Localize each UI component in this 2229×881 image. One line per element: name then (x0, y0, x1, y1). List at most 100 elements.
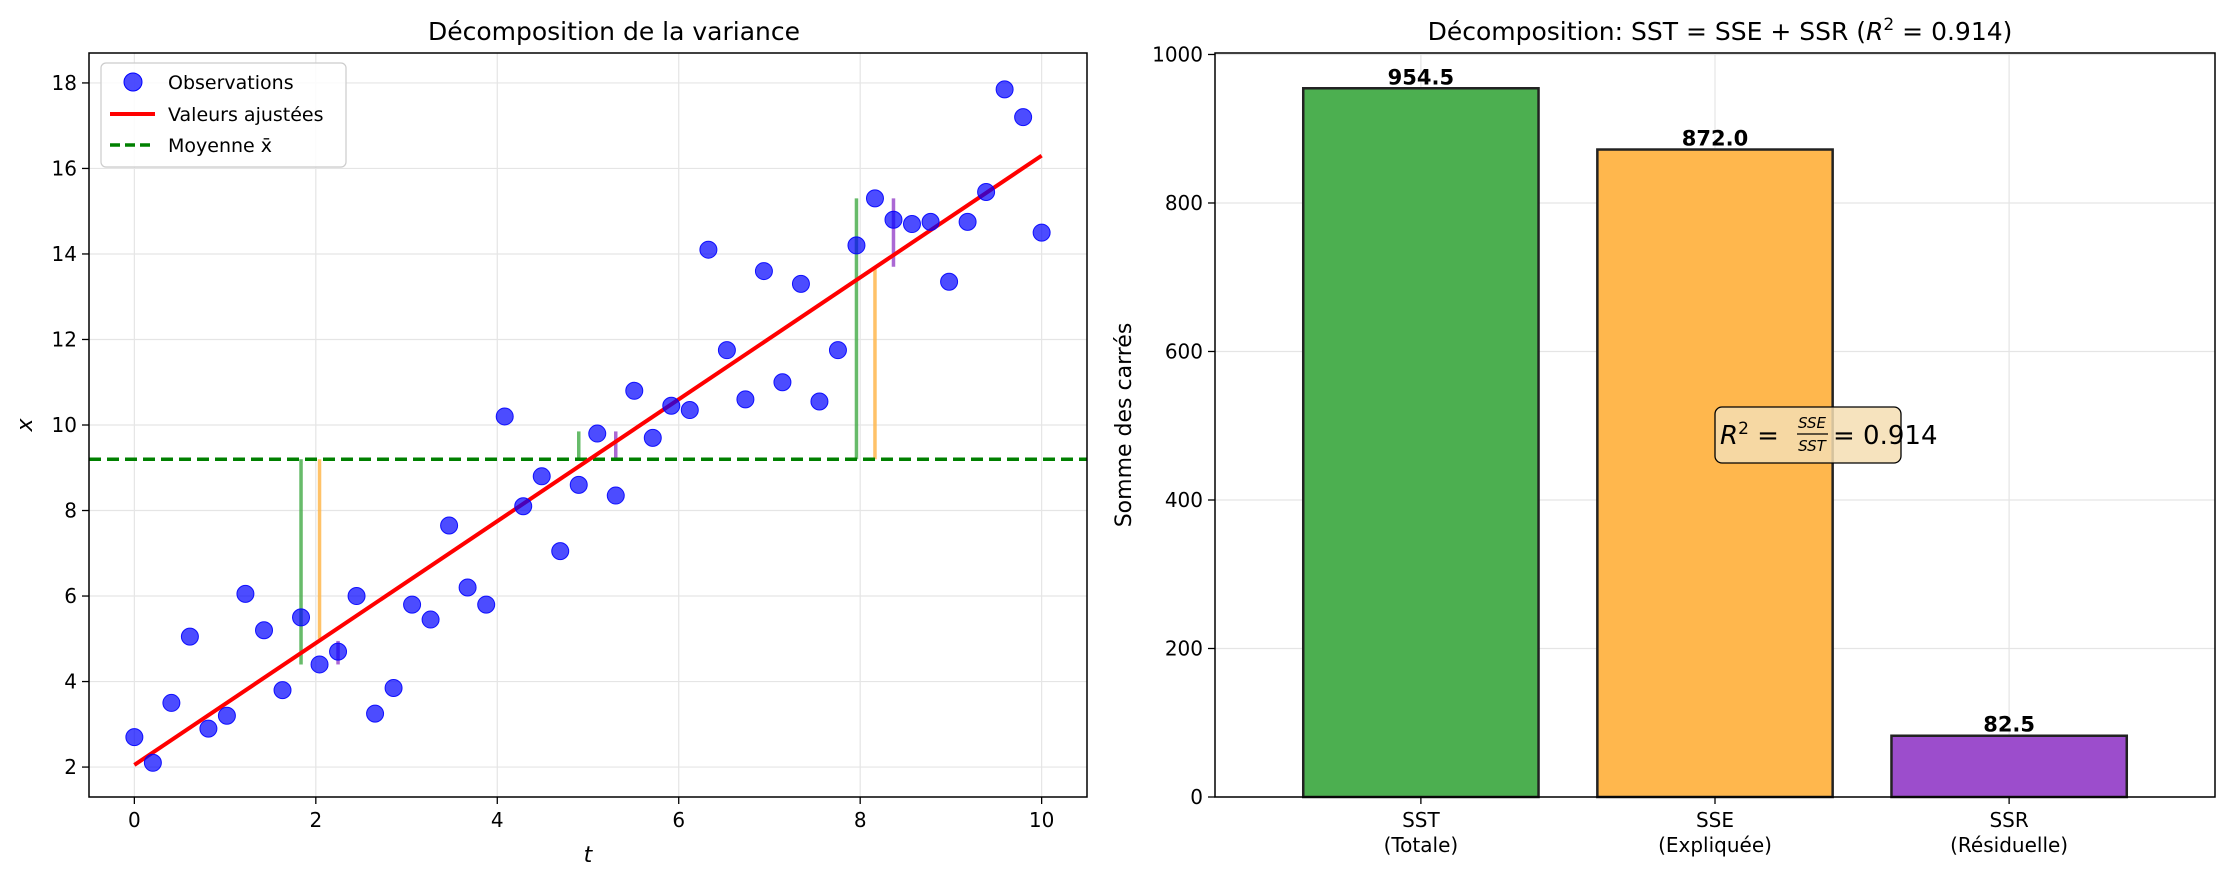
observation-point (940, 272, 959, 291)
legend-frame (100, 62, 347, 168)
legend-mean-label: Moyenne x̄ (168, 135, 272, 157)
observation-point (588, 424, 607, 443)
observation-point (217, 706, 236, 725)
bar-title-r: R (1866, 17, 1883, 46)
observation-point (255, 621, 274, 640)
scatter-y-tick-label: 14 (52, 242, 77, 266)
observation-point (384, 678, 403, 697)
observation-point (514, 497, 533, 516)
observation-point (1032, 223, 1051, 242)
observation-point (199, 719, 218, 738)
observation-point (699, 240, 718, 259)
r2-annotation-denominator: SST (1798, 437, 1828, 455)
bar-title-sup: 2 (1883, 15, 1894, 35)
bar-title-prefix: Décomposition: SST = SSE + SSR ( (1428, 17, 1866, 46)
r2-annotation-r: R2 = (1720, 419, 1779, 451)
legend-observations-marker (123, 72, 143, 92)
scatter-y-tick-label: 16 (52, 156, 77, 180)
scatter-x-ticks: 0 2 4 6 8 10 (128, 797, 1054, 832)
r2-annotation-numerator: SSE (1798, 414, 1827, 432)
observation-point (143, 753, 162, 772)
observation-point (736, 390, 755, 409)
legend: Observations Valeurs ajustées Moyenne x̄ (100, 62, 347, 168)
observation-point (754, 262, 773, 281)
observation-point (810, 392, 829, 411)
observation-point (865, 189, 884, 208)
bar-value-label: 872.0 (1682, 127, 1748, 151)
scatter-y-tick-label: 10 (52, 413, 77, 437)
bar-x-tick-label: (Résiduelle) (1950, 833, 2068, 857)
scatter-y-tick-label: 6 (64, 584, 77, 608)
scatter-y-tick-label: 8 (64, 499, 77, 523)
bar-y-tick-label: 1000 (1152, 42, 1203, 66)
bar-title-suffix: = 0.914) (1894, 17, 2012, 46)
observation-point (551, 542, 570, 561)
bar-panel: Décomposition: SST = SSE + SSR (R2 = 0.9… (1112, 15, 2216, 857)
observation-point (532, 467, 551, 486)
observation-point (717, 341, 736, 360)
observation-points (125, 80, 1051, 772)
r2-annotation: R2 = SSE SST = 0.914 (1714, 406, 1937, 464)
bar-value-label: 954.5 (1388, 65, 1454, 89)
observation-point (977, 182, 996, 201)
observation-point (310, 655, 329, 674)
observation-point (477, 595, 496, 614)
r2-annotation-box (1714, 406, 1902, 464)
bar-y-tick-label: 600 (1165, 339, 1203, 363)
bar-x-tick-label: SST (1402, 808, 1440, 832)
bar-sst (1301, 87, 1540, 799)
observation-point (773, 373, 792, 392)
scatter-x-tick-label: 10 (1029, 808, 1054, 832)
scatter-y-tick-label: 18 (52, 71, 77, 95)
scatter-x-tick-label: 6 (672, 808, 685, 832)
legend-fit-label: Valeurs ajustées (168, 104, 324, 126)
bar-y-axis-label: Somme des carrés (1112, 323, 1137, 528)
observation-point (625, 381, 644, 400)
observation-point (884, 210, 903, 229)
observation-point (366, 704, 385, 723)
observation-point (606, 486, 625, 505)
bar-y-ticks: 0 200 400 600 800 1000 (1152, 42, 1215, 809)
observation-point (569, 475, 588, 494)
observation-point (921, 212, 940, 231)
observation-point (125, 728, 144, 747)
observation-point (292, 608, 311, 627)
bar-title: Décomposition: SST = SSE + SSR (R2 = 0.9… (1428, 15, 2013, 46)
fit-line (133, 153, 1043, 767)
scatter-x-tick-label: 0 (128, 808, 141, 832)
bar-y-tick-label: 200 (1165, 636, 1203, 660)
bars: 954.5 872.0 82.5 (1301, 65, 2129, 799)
scatter-x-axis-label: t (584, 843, 594, 868)
fit-line-layer (133, 153, 1043, 767)
scatter-y-axis-label: x (13, 418, 38, 433)
scatter-x-tick-label: 4 (491, 808, 504, 832)
scatter-x-tick-label: 2 (309, 808, 322, 832)
scatter-y-tick-label: 2 (64, 755, 77, 779)
bar-value-label: 82.5 (1983, 713, 2035, 737)
bar-x-tick-label: (Totale) (1384, 833, 1459, 857)
scatter-title: Décomposition de la variance (428, 17, 800, 46)
bar-x-tick-label: SSE (1696, 808, 1734, 832)
observation-point (180, 627, 199, 646)
observation-point (902, 215, 921, 234)
legend-observations-label: Observations (168, 72, 294, 94)
observation-point (680, 401, 699, 420)
observation-point (162, 693, 181, 712)
bar-y-tick-label: 400 (1165, 488, 1203, 512)
observation-point (847, 236, 866, 255)
observation-point (958, 212, 977, 231)
observation-point (273, 681, 292, 700)
scatter-grid (89, 53, 1087, 797)
observation-point (421, 610, 440, 629)
bar-y-tick-label: 800 (1165, 191, 1203, 215)
scatter-panel: Décomposition de la variance 0 2 4 6 8 10 2 4 6… (13, 17, 1088, 868)
r2-annotation-value: = 0.914 (1833, 421, 1937, 451)
bar-sse (1596, 148, 1834, 799)
scatter-x-tick-label: 8 (854, 808, 867, 832)
observation-point (643, 428, 662, 447)
scatter-y-tick-label: 4 (64, 670, 77, 694)
bar-x-tick-label: (Expliquée) (1658, 833, 1772, 857)
scatter-y-ticks: 2 4 6 8 10 12 14 16 18 (52, 71, 89, 779)
scatter-y-tick-label: 12 (52, 327, 77, 351)
